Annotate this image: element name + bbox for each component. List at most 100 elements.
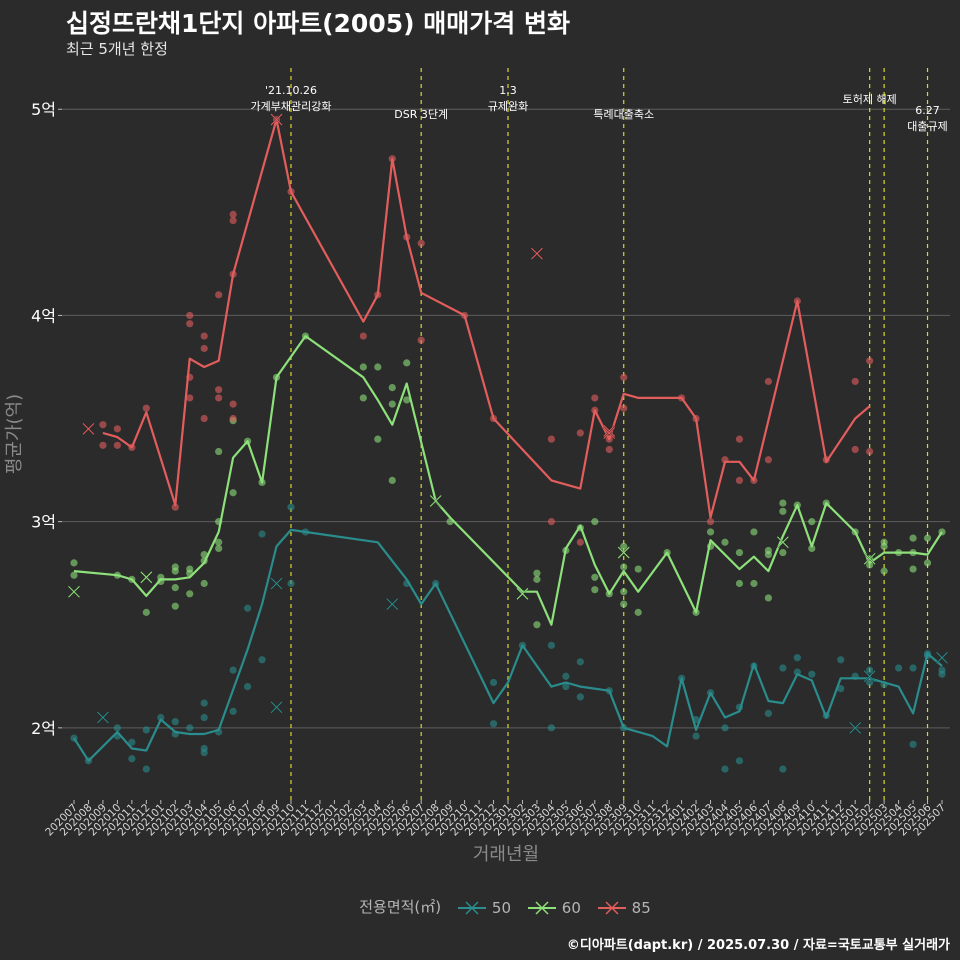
y-tick-label: 5억 [31,100,56,119]
data-point [215,447,223,456]
data-point [186,394,194,402]
data-point [923,534,932,542]
data-point [793,654,801,662]
cross-stroke [97,711,109,724]
data-point [200,748,208,757]
policy-event-label: 가계부채관리강화 [251,100,332,113]
data-point [779,765,787,773]
data-point [128,738,136,746]
cross-marker [849,721,862,734]
data-point [605,445,613,454]
data-point [721,765,729,773]
data-point [533,575,541,583]
data-point [200,551,208,559]
chart-title: 십정뜨란채1단지 아파트(2005) 매매가격 변화 [66,9,570,38]
data-point [620,600,628,608]
data-point [287,579,295,588]
data-point [576,538,584,546]
data-point [620,373,628,381]
cross-stroke [617,546,630,559]
data-point [359,394,367,402]
data-point [171,567,179,575]
data-point [547,641,556,649]
data-point [113,425,121,433]
data-point [99,441,107,449]
data-point [359,363,367,371]
cross-stroke [270,113,283,126]
cross-stroke [140,571,153,584]
cross-stroke [603,425,616,437]
data-point [851,377,859,386]
data-point [837,656,845,664]
average-line [73,335,943,626]
data-point [576,429,584,437]
data-point [547,518,556,526]
average-line [102,118,871,519]
cross-stroke [82,422,95,435]
data-point [229,414,237,423]
data-point [171,503,179,511]
legend-label-85: 85 [631,898,651,917]
data-point [142,726,150,734]
cross-marker [67,585,81,598]
data-point [547,724,556,732]
data-point [634,608,642,616]
data-point [735,476,744,484]
legend-label-50: 50 [491,898,512,917]
data-point [620,563,628,571]
data-point [866,357,874,365]
cross-marker [270,577,283,590]
data-point [200,713,208,722]
cross-stroke [386,598,399,611]
data-point [880,567,888,575]
data-point [388,476,396,484]
data-point [837,685,845,693]
cross-marker [530,247,543,260]
series-60 [67,332,946,629]
data-point [374,435,382,443]
data-point [591,586,599,594]
data-point [388,384,396,392]
data-point [909,740,917,748]
data-point [909,664,917,672]
data-point [735,757,744,765]
data-point [533,621,541,629]
data-point [142,608,150,616]
data-point [895,664,903,672]
policy-event-label: 규제완화 [488,100,528,113]
cross-marker [270,113,283,126]
data-point [229,210,237,218]
data-point [113,441,121,449]
data-point [634,565,642,573]
data-point [547,435,556,443]
legend-item-50: 50 [457,898,512,917]
data-point [229,400,237,408]
data-point [403,396,411,404]
policy-event-label: '21.10.26 [265,84,317,97]
cross-stroke [531,247,543,260]
cross-marker [516,587,529,600]
cross-stroke [270,701,283,714]
policy-event-label: 대출규제 [907,120,947,133]
y-tick-label: 3억 [31,513,56,532]
data-point [70,559,78,567]
data-point [735,435,744,443]
data-point [489,678,498,687]
data-point [186,320,194,328]
data-point [157,713,165,722]
policy-event-label: 6.27 [915,104,940,117]
data-point [200,344,208,353]
data-point [229,489,237,497]
data-point [215,386,223,394]
data-point [374,363,382,371]
data-point [620,588,628,596]
x-axis-title: 거래년월 [473,844,539,865]
cross-stroke [863,552,876,565]
data-point [808,670,816,678]
cross-marker [270,701,283,714]
data-point [779,664,787,672]
series-50 [70,503,949,773]
data-point [215,394,223,402]
data-point [113,724,121,732]
